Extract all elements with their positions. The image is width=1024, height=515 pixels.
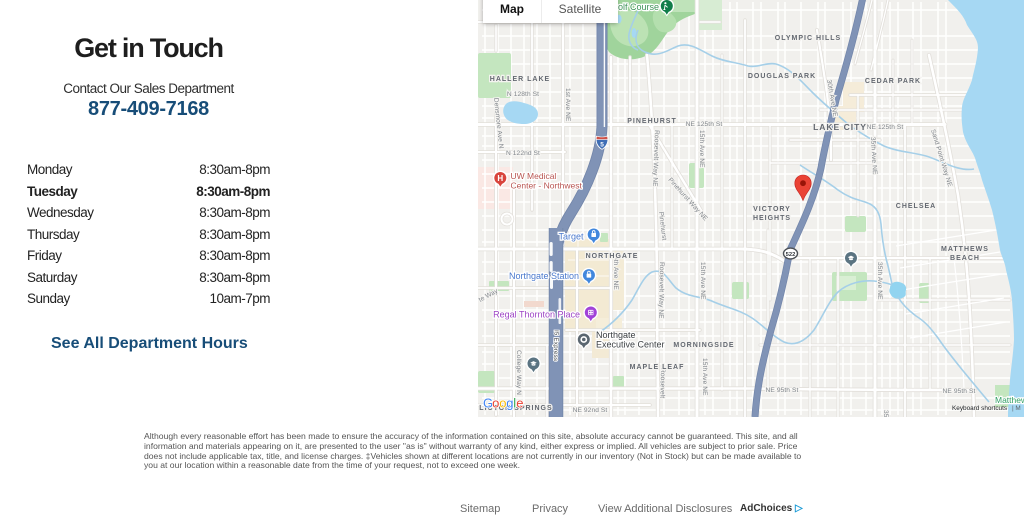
svg-text:N 122nd St: N 122nd St xyxy=(506,150,540,157)
svg-text:HALLER LAKE: HALLER LAKE xyxy=(490,76,550,83)
svg-text:Target: Target xyxy=(558,232,584,242)
svg-text:MAPLE LEAF: MAPLE LEAF xyxy=(630,364,685,371)
svg-text:CEDAR PARK: CEDAR PARK xyxy=(865,78,921,85)
svg-text:| M: | M xyxy=(1012,405,1021,412)
svg-text:MORNINGSIDE: MORNINGSIDE xyxy=(673,342,734,349)
svg-text:Center - Northwest: Center - Northwest xyxy=(511,181,583,191)
svg-text:Roosevelt Way NE: Roosevelt Way NE xyxy=(657,262,665,319)
svg-text:LICTON SPRINGS: LICTON SPRINGS xyxy=(479,405,552,412)
svg-text:35th Ave NE: 35th Ave NE xyxy=(876,262,883,300)
svg-text:NE 92nd St: NE 92nd St xyxy=(573,407,608,414)
svg-text:Keyboard shortcuts: Keyboard shortcuts xyxy=(952,405,1007,412)
svg-text:CHELSEA: CHELSEA xyxy=(896,203,936,210)
svg-text:Regal Thornton Place: Regal Thornton Place xyxy=(493,310,580,320)
svg-text:HEIGHTS: HEIGHTS xyxy=(753,215,791,222)
svg-text:g: g xyxy=(506,396,513,411)
svg-text:Matthew: Matthew xyxy=(995,395,1024,405)
svg-text:Golf Course: Golf Course xyxy=(611,2,659,12)
svg-text:1st Ave NE: 1st Ave NE xyxy=(564,88,571,122)
svg-text:Roosevelt Way NE: Roosevelt Way NE xyxy=(651,130,660,187)
svg-text:I5 Express: I5 Express xyxy=(552,330,560,361)
svg-text:35th Ave NE: 35th Ave NE xyxy=(869,137,878,175)
svg-text:Northgate Station: Northgate Station xyxy=(509,271,579,281)
svg-text:MATTHEWS: MATTHEWS xyxy=(941,246,989,253)
svg-text:l: l xyxy=(513,396,516,411)
svg-text:Executive Center: Executive Center xyxy=(596,340,665,350)
svg-text:LAKE CITY: LAKE CITY xyxy=(813,122,867,132)
svg-text:15th Ave NE: 15th Ave NE xyxy=(698,130,705,168)
svg-text:522: 522 xyxy=(786,252,796,258)
svg-text:o: o xyxy=(499,396,506,411)
svg-text:NE 95th St: NE 95th St xyxy=(943,388,976,395)
svg-text:15th Ave NE: 15th Ave NE xyxy=(701,358,708,396)
svg-text:N 128th St: N 128th St xyxy=(507,91,539,98)
svg-text:o: o xyxy=(492,396,499,411)
svg-text:OLYMPIC HILLS: OLYMPIC HILLS xyxy=(775,35,841,42)
svg-text:College Way N: College Way N xyxy=(515,350,522,395)
svg-text:Roosevelt: Roosevelt xyxy=(658,368,666,398)
svg-text:NORTHGATE: NORTHGATE xyxy=(586,253,639,260)
svg-text:UW Medical: UW Medical xyxy=(511,171,557,181)
svg-text:VICTORY: VICTORY xyxy=(753,206,791,213)
svg-text:NE 95th St: NE 95th St xyxy=(766,387,799,394)
svg-text:5: 5 xyxy=(600,142,604,149)
svg-text:H: H xyxy=(497,174,503,183)
svg-text:e: e xyxy=(516,396,523,411)
svg-text:5th Ave NE: 5th Ave NE xyxy=(612,256,619,290)
svg-text:DOUGLAS PARK: DOUGLAS PARK xyxy=(748,73,816,80)
svg-text:PINEHURST: PINEHURST xyxy=(627,118,676,125)
svg-text:NE 125th St: NE 125th St xyxy=(867,124,904,131)
svg-text:BEACH: BEACH xyxy=(950,255,980,262)
svg-text:G: G xyxy=(483,396,493,411)
svg-text:35: 35 xyxy=(882,410,889,417)
svg-text:15th Ave NE: 15th Ave NE xyxy=(699,262,706,300)
svg-text:NE 125th St: NE 125th St xyxy=(686,121,723,128)
svg-text:Northgate: Northgate xyxy=(596,330,636,340)
